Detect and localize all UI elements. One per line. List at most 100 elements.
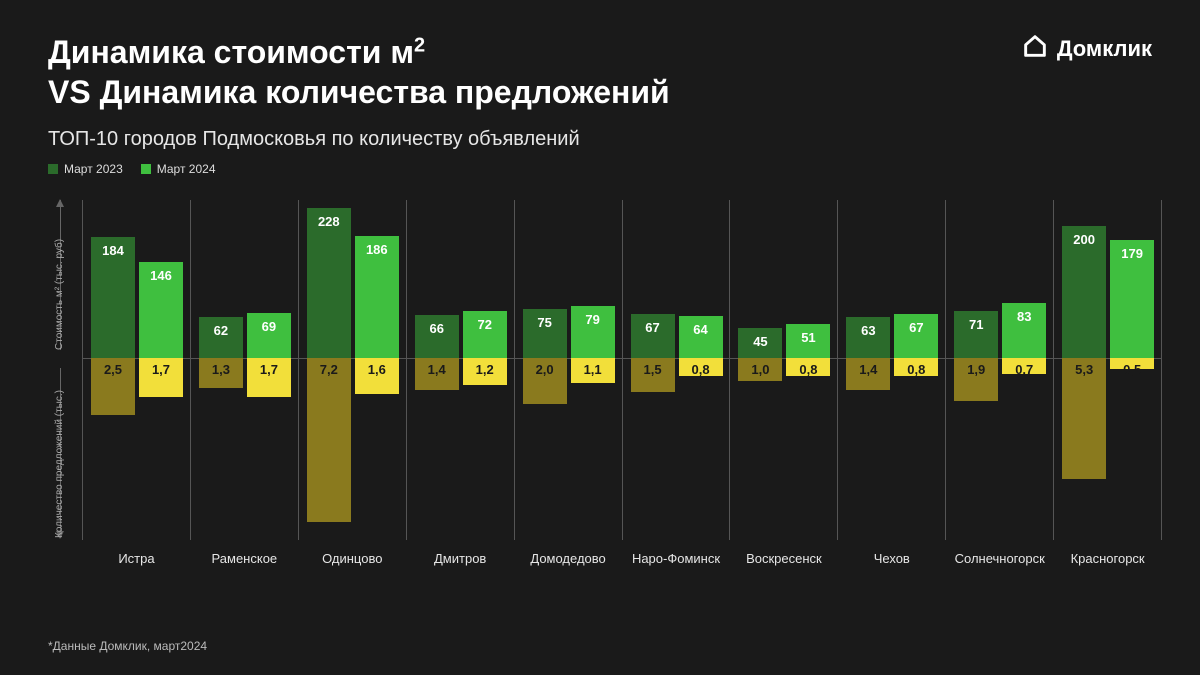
bar-label: 0,7 — [1002, 362, 1046, 377]
title-line2: VS Динамика количества предложений — [48, 74, 670, 110]
legend-label-2023: Март 2023 — [64, 162, 123, 176]
bar-offers-2024: 0,8 — [786, 358, 830, 376]
legend-swatch-2023 — [48, 164, 58, 174]
header: Динамика стоимости м2 VS Динамика количе… — [48, 32, 1152, 112]
bar-offers-2024: 0,7 — [1002, 358, 1046, 374]
legend-item-2024: Март 2024 — [141, 162, 216, 176]
legend-label-2024: Март 2024 — [157, 162, 216, 176]
bar-offers-2024: 0,5 — [1110, 358, 1154, 369]
bar-offers-2023: 2,0 — [523, 358, 567, 404]
y-label-upper: Стоимость м² (тыс. руб) — [54, 239, 65, 350]
city-name-label: Чехов — [838, 551, 945, 566]
bar-label: 1,0 — [738, 362, 782, 377]
bar-price-2024: 51 — [786, 324, 830, 358]
bar-label: 1,1 — [571, 362, 615, 377]
bar-offers-2023: 1,9 — [954, 358, 998, 401]
bar-label: 62 — [199, 323, 243, 338]
city-group: 71831,90,7Солнечногорск — [945, 200, 1053, 540]
bar-price-2024: 83 — [1002, 303, 1046, 358]
legend-swatch-2024 — [141, 164, 151, 174]
city-group: 67641,50,8Наро-Фоминск — [622, 200, 730, 540]
bar-label: 83 — [1002, 309, 1046, 324]
bar-label: 64 — [679, 322, 723, 337]
bar-price-2024: 79 — [571, 306, 615, 358]
city-name-label: Раменское — [191, 551, 298, 566]
bar-label: 0,8 — [679, 362, 723, 377]
city-group: 66721,41,2Дмитров — [406, 200, 514, 540]
bar-offers-2024: 1,7 — [247, 358, 291, 397]
bar-price-2023: 184 — [91, 237, 135, 358]
bar-label: 72 — [463, 317, 507, 332]
bar-label: 67 — [631, 320, 675, 335]
city-name-label: Одинцово — [299, 551, 406, 566]
city-group: 75792,01,1Домодедово — [514, 200, 622, 540]
bar-label: 51 — [786, 330, 830, 345]
bar-label: 71 — [954, 317, 998, 332]
bar-label: 75 — [523, 315, 567, 330]
bar-price-2024: 146 — [139, 262, 183, 358]
bar-label: 1,6 — [355, 362, 399, 377]
bar-offers-2023: 2,5 — [91, 358, 135, 415]
bar-offers-2023: 1,0 — [738, 358, 782, 381]
bar-price-2024: 186 — [355, 236, 399, 358]
bar-price-2023: 63 — [846, 317, 890, 358]
y-label-lower: Количество предложений (тыс.) — [54, 390, 65, 538]
bar-label: 146 — [139, 268, 183, 283]
city-name-label: Наро-Фоминск — [623, 551, 730, 566]
subtitle: ТОП-10 городов Подмосковья по количеству… — [48, 128, 580, 151]
bar-label: 186 — [355, 242, 399, 257]
bar-price-2024: 69 — [247, 313, 291, 358]
bar-price-2023: 71 — [954, 311, 998, 358]
bar-label: 1,9 — [954, 362, 998, 377]
bar-price-2024: 72 — [463, 311, 507, 358]
bar-offers-2024: 1,7 — [139, 358, 183, 397]
bar-label: 1,2 — [463, 362, 507, 377]
bar-offers-2023: 1,4 — [415, 358, 459, 390]
bar-price-2023: 200 — [1062, 226, 1106, 358]
city-group: 1841462,51,7Истра — [82, 200, 190, 540]
city-group: 2281867,21,6Одинцово — [298, 200, 406, 540]
bar-price-2024: 179 — [1110, 240, 1154, 358]
page-title: Динамика стоимости м2 VS Динамика количе… — [48, 32, 1152, 112]
chart-area: 1841462,51,7Истра62691,31,7Раменское2281… — [82, 200, 1162, 540]
bar-label: 1,3 — [199, 362, 243, 377]
bar-offers-2023: 1,3 — [199, 358, 243, 388]
bar-label: 0,8 — [894, 362, 938, 377]
bar-label: 66 — [415, 321, 459, 336]
legend-item-2023: Март 2023 — [48, 162, 123, 176]
bar-offers-2024: 0,8 — [679, 358, 723, 376]
bar-offers-2024: 0,8 — [894, 358, 938, 376]
city-group: 45511,00,8Воскресенск — [729, 200, 837, 540]
footnote: *Данные Домклик, март2024 — [48, 639, 207, 653]
bar-label: 45 — [738, 334, 782, 349]
bar-label: 2,5 — [91, 362, 135, 377]
bar-label: 200 — [1062, 232, 1106, 247]
bar-label: 2,0 — [523, 362, 567, 377]
city-name-label: Солнечногорск — [946, 551, 1053, 566]
bar-price-2023: 62 — [199, 317, 243, 358]
city-name-label: Дмитров — [407, 551, 514, 566]
bar-offers-2023: 7,2 — [307, 358, 351, 522]
bar-offers-2023: 1,4 — [846, 358, 890, 390]
legend: Март 2023 Март 2024 — [48, 162, 216, 176]
city-group: 62691,31,7Раменское — [190, 200, 298, 540]
city-name-label: Домодедово — [515, 551, 622, 566]
city-name-label: Истра — [83, 551, 190, 566]
bar-price-2024: 64 — [679, 316, 723, 358]
bar-offers-2024: 1,2 — [463, 358, 507, 385]
bar-price-2023: 45 — [738, 328, 782, 358]
bar-price-2024: 67 — [894, 314, 938, 358]
bar-price-2023: 67 — [631, 314, 675, 358]
bar-label: 67 — [894, 320, 938, 335]
bar-label: 1,7 — [247, 362, 291, 377]
bar-label: 1,4 — [846, 362, 890, 377]
y-axis: Стоимость м² (тыс. руб) Количество предл… — [48, 200, 72, 540]
bar-label: 1,7 — [139, 362, 183, 377]
bar-label: 7,2 — [307, 362, 351, 377]
brand-logo: Домклик — [1021, 32, 1152, 65]
city-name-label: Красногорск — [1054, 551, 1161, 566]
bar-label: 63 — [846, 323, 890, 338]
bar-label: 228 — [307, 214, 351, 229]
city-group: 2001795,30,5Красногорск — [1053, 200, 1162, 540]
house-icon — [1021, 32, 1049, 65]
